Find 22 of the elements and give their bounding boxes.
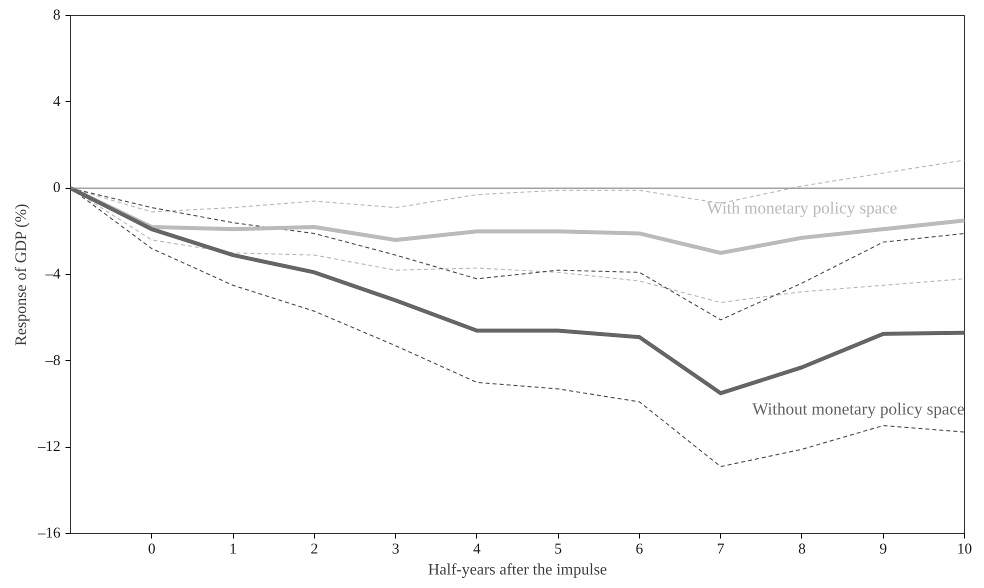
y-tick-label: 4: [53, 94, 61, 110]
y-tick-label: –16: [37, 526, 61, 542]
series-label: Without monetary policy space: [752, 399, 965, 418]
x-axis-title: Half-years after the impulse: [428, 562, 608, 578]
y-axis-title: Response of GDP (%): [13, 204, 30, 346]
y-tick-label: 0: [53, 180, 60, 196]
series-label: With monetary policy space: [706, 198, 898, 218]
y-tick-label: –8: [44, 352, 60, 369]
x-tick-label: 3: [392, 542, 400, 558]
y-tick-label: –12: [37, 439, 60, 456]
x-tick-label: 5: [554, 542, 562, 558]
x-tick-label: 7: [716, 542, 725, 558]
x-tick-label: 2: [310, 542, 318, 558]
y-tick-label: –4: [44, 266, 61, 282]
y-tick-label: 8: [53, 8, 60, 24]
x-tick-label: 0: [148, 542, 156, 558]
x-tick-label: 8: [798, 542, 806, 558]
x-tick-label: 9: [879, 542, 887, 558]
x-tick-label: 6: [636, 542, 644, 558]
x-tick-label: 4: [473, 542, 482, 558]
x-tick-label: 10: [957, 542, 972, 558]
x-tick-label: 1: [229, 542, 237, 558]
